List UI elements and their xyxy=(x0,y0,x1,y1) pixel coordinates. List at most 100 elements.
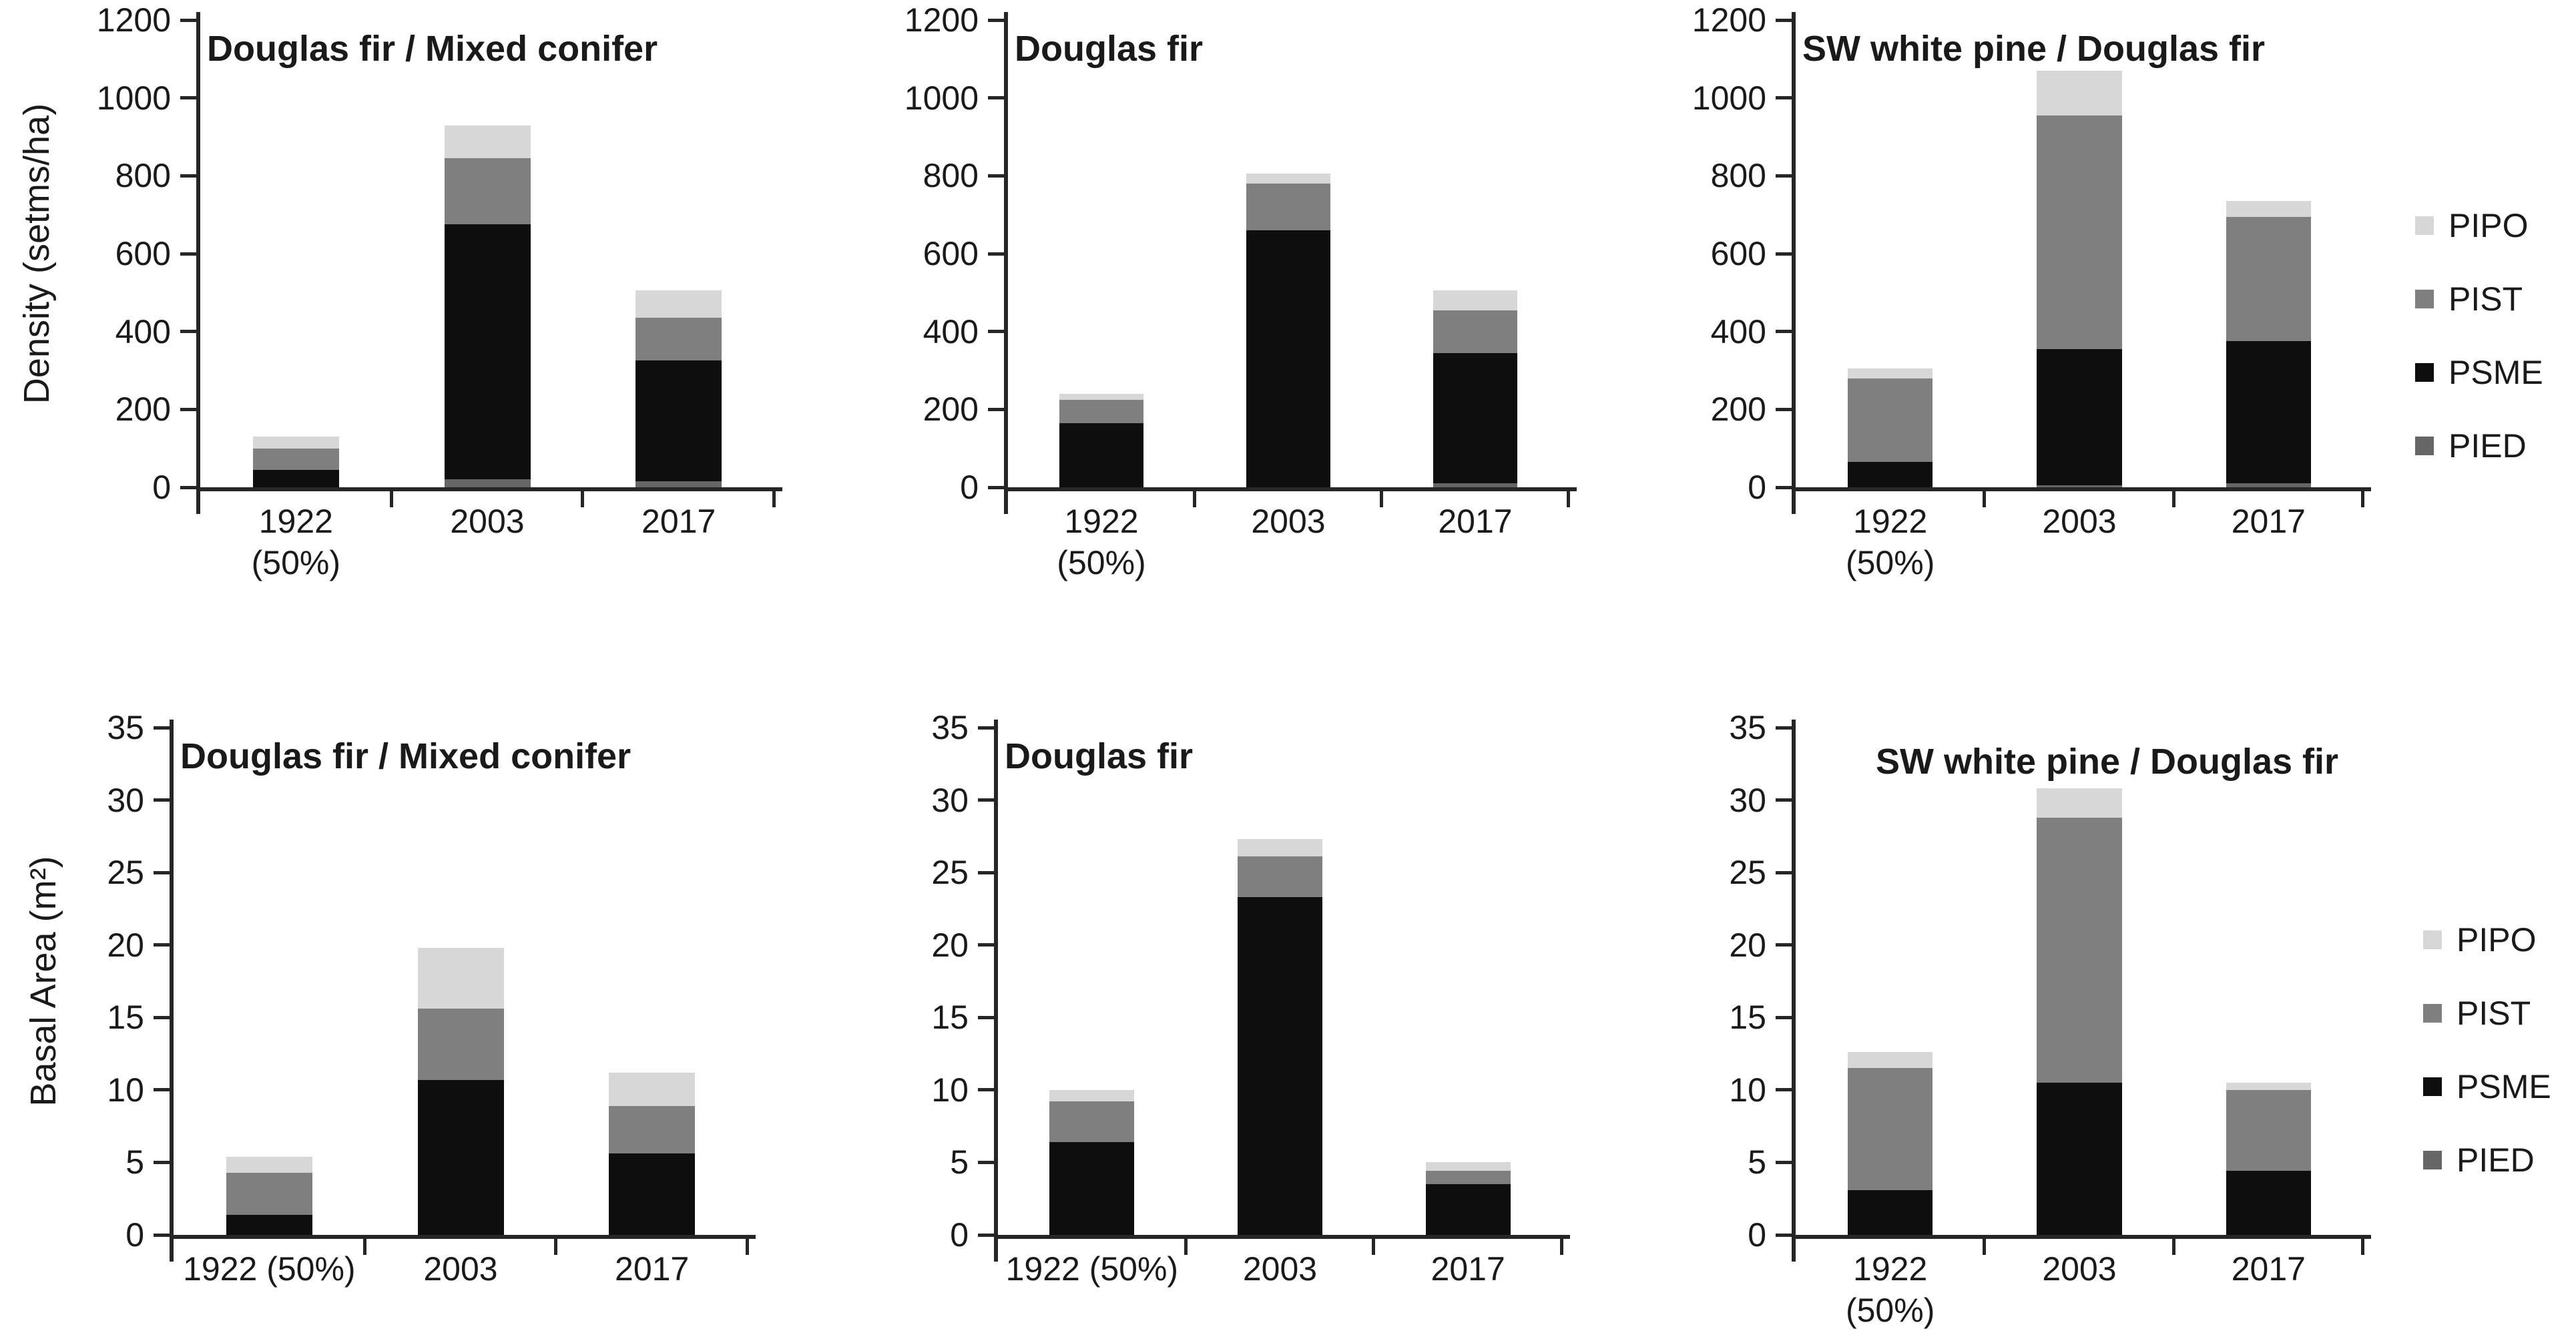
bar-segment-PIST xyxy=(1425,1171,1511,1184)
y-tick xyxy=(154,798,170,802)
bar-segment-PSME xyxy=(1059,423,1143,487)
x-tick xyxy=(389,487,393,507)
y-tick-label: 10 xyxy=(1729,1071,1766,1109)
category-column xyxy=(1796,20,1985,487)
stacked-bar-2003 xyxy=(2037,788,2122,1235)
chart-title: Douglas fir / Mixed conifer xyxy=(207,29,658,69)
legend-swatch-PIED xyxy=(2415,437,2434,455)
bar-segment-PSME xyxy=(444,224,531,480)
x-category-label: 2017 xyxy=(641,503,716,540)
y-tick xyxy=(978,798,994,802)
legend-swatch-PSME xyxy=(2423,1077,2442,1096)
category-column xyxy=(998,728,1186,1235)
y-tick-label: 0 xyxy=(960,469,979,506)
category-column xyxy=(200,20,392,487)
x-category-label: 2017 xyxy=(2231,1250,2306,1288)
y-tick xyxy=(154,1160,170,1164)
bar-segment-PSME xyxy=(1847,1189,1933,1235)
category-column xyxy=(2174,20,2363,487)
legend-item: PIED xyxy=(2415,429,2543,463)
bar-segment-PIST xyxy=(2037,817,2122,1083)
y-tick xyxy=(978,1160,994,1164)
category-column xyxy=(1195,20,1382,487)
y-tick xyxy=(1776,798,1792,802)
x-axis xyxy=(196,487,782,491)
y-tick xyxy=(154,1088,170,1092)
y-tick-label: 15 xyxy=(1729,999,1766,1037)
category-column xyxy=(1382,20,1569,487)
x-category-label: 2017 xyxy=(1438,503,1513,540)
bar-segment-PIPO xyxy=(1246,174,1330,184)
y-axis xyxy=(170,720,174,1262)
bar-segment-PIED xyxy=(444,479,531,487)
stacked-bar-1922 xyxy=(252,437,339,487)
y-tick xyxy=(154,1015,170,1019)
bar-segment-PSME xyxy=(1246,230,1330,487)
x-category-label: 1922 (50%) xyxy=(251,503,341,581)
y-tick-label: 5 xyxy=(950,1143,969,1181)
y-tick-label: 35 xyxy=(107,709,144,746)
y-tick xyxy=(988,485,1004,489)
stacked-bar-192250 xyxy=(1049,1089,1135,1235)
y-tick-label: 35 xyxy=(1729,709,1766,746)
x-category-label: 2003 xyxy=(2042,503,2117,540)
legend-item-label: PSME xyxy=(2457,1068,2551,1105)
x-category-label: 1922 (50%) xyxy=(1005,1250,1179,1288)
bar-segment-PSME xyxy=(1049,1142,1135,1235)
bar-segment-PIPO xyxy=(2037,70,2122,115)
y-tick-label: 200 xyxy=(115,390,171,429)
bar-segment-PIST xyxy=(2226,1089,2312,1171)
y-axis xyxy=(1004,12,1008,514)
stacked-bar-1922 xyxy=(1847,1052,1933,1235)
category-column xyxy=(583,20,774,487)
bar-segment-PIST xyxy=(1847,1068,1933,1190)
bar-segment-PSME xyxy=(417,1079,504,1235)
x-category-label: 1922 (50%) xyxy=(1845,503,1935,581)
y-axis xyxy=(994,720,998,1262)
y-tick-label: 800 xyxy=(1710,157,1766,195)
plot-area xyxy=(1796,20,2363,487)
stacked-bar-2003 xyxy=(1238,839,1322,1235)
y-tick-label: 5 xyxy=(125,1143,144,1181)
y-tick-label: 1000 xyxy=(1692,79,1766,117)
legend-item: PIST xyxy=(2415,282,2543,316)
chart-1: 0 200 400 600 800 1000 1200 1922 (50%) 2003 2017 D… xyxy=(905,1,1577,581)
y-tick xyxy=(1776,485,1792,489)
legend: PIPO PIST PSME PIED xyxy=(2415,208,2543,463)
bar-segment-PIPO xyxy=(1847,1052,1933,1069)
stacked-bar-2003 xyxy=(444,125,531,487)
bar-segment-PIPO xyxy=(1847,368,1933,378)
y-tick-label: 200 xyxy=(1710,390,1766,429)
plot-area xyxy=(1008,20,1569,487)
y-tick xyxy=(154,870,170,874)
x-tick xyxy=(1372,1235,1376,1255)
category-column xyxy=(174,728,365,1235)
bar-segment-PSME xyxy=(226,1214,312,1235)
plot-area xyxy=(174,728,748,1235)
y-tick-label: 25 xyxy=(107,854,144,892)
category-column xyxy=(2174,728,2363,1235)
y-tick-label: 5 xyxy=(1748,1143,1766,1181)
x-tick xyxy=(2361,1235,2364,1255)
bar-segment-PSME xyxy=(609,1153,696,1235)
chart-0: 0 200 400 600 800 1000 1200 1922 (50%) 2003 2017 D… xyxy=(17,1,782,581)
y-tick-label: 30 xyxy=(931,781,969,819)
x-category-label: 2003 xyxy=(1242,1250,1318,1288)
bar-segment-PSME xyxy=(2037,1083,2122,1235)
x-category-label: 2017 xyxy=(2231,503,2306,540)
y-tick xyxy=(1776,943,1792,947)
y-tick xyxy=(988,407,1004,411)
stacked-bar-1922 xyxy=(1847,368,1933,487)
stacked-bar-2003 xyxy=(417,948,504,1235)
y-tick-label: 35 xyxy=(931,709,969,746)
y-tick xyxy=(180,174,196,178)
y-tick xyxy=(1776,1160,1792,1164)
y-tick xyxy=(1776,1233,1792,1237)
chart-title: SW white pine / Douglas fir xyxy=(1802,29,2266,69)
y-tick-label: 0 xyxy=(152,469,171,506)
bar-segment-PIPO xyxy=(1425,1162,1511,1171)
y-tick-label: 0 xyxy=(1748,1216,1766,1254)
y-tick-label: 15 xyxy=(107,999,144,1037)
category-column xyxy=(1985,728,2173,1235)
